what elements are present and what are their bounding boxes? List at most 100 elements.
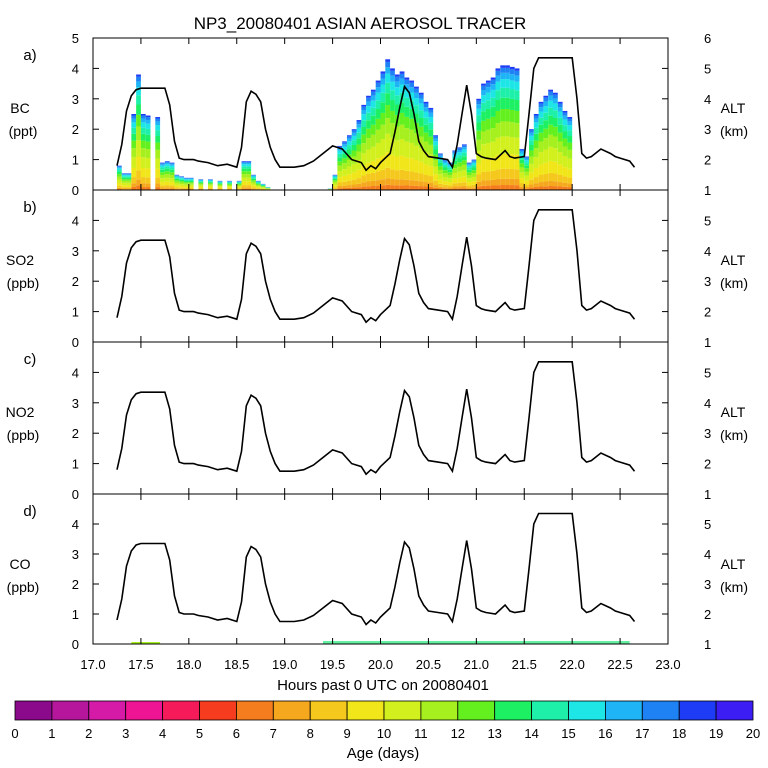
colorbar-tick-label: 9 [343, 726, 350, 741]
tracer-segment [418, 118, 424, 127]
tracer-segment [351, 140, 357, 146]
y-tick-label: 0 [72, 183, 79, 198]
tracer-segment [409, 185, 415, 190]
tracer-segment [543, 106, 549, 113]
tracer-segment [438, 174, 443, 180]
tracer-segment [385, 167, 391, 179]
colorbar-swatch [494, 700, 533, 721]
tracer-segment [390, 68, 395, 71]
tracer-segment [255, 187, 261, 189]
tracer-segment [126, 177, 132, 180]
tracer-segment [476, 130, 482, 140]
tracer-segment [471, 170, 477, 174]
tracer-segment [184, 182, 189, 184]
alt-tick-label: 3 [704, 122, 711, 137]
colorbar-tick-label: 5 [196, 726, 203, 741]
tracer-segment [174, 178, 180, 181]
alt-axis-unit: (km) [720, 123, 748, 139]
colorbar-swatch [531, 700, 569, 721]
tracer-segment [505, 65, 510, 68]
tracer-segment [394, 104, 400, 115]
tracer-segment [236, 182, 242, 184]
tracer-segment [145, 168, 151, 178]
tracer-segment [509, 89, 515, 99]
tracer-segment [509, 109, 515, 123]
tracer-segment [485, 180, 491, 186]
tracer-segment [126, 188, 132, 190]
tracer-segment [404, 106, 410, 117]
tracer-segment [567, 183, 573, 188]
chart-title: NP3_20080401 ASIAN AEROSOL TRACER [194, 14, 527, 33]
tracer-segment [452, 150, 458, 152]
tracer-segment [366, 106, 371, 113]
tracer-segment [567, 149, 573, 159]
tracer-segment [519, 156, 525, 160]
tracer-segment [131, 140, 137, 149]
tracer-segment [466, 164, 472, 166]
tracer-segment [131, 183, 137, 187]
tracer-segment [366, 181, 371, 187]
tracer-segment [447, 172, 453, 175]
tracer-segment [481, 180, 486, 186]
tracer-segment [428, 116, 434, 123]
tracer-segment [351, 187, 357, 190]
tracer-segment [131, 115, 137, 119]
tracer-segment [332, 178, 338, 181]
tracer-segment [423, 117, 429, 125]
colorbar-tick-label: 16 [598, 726, 612, 741]
tracer-segment [188, 179, 194, 181]
tracer-segment [375, 171, 381, 181]
tracer-segment [428, 186, 434, 190]
tracer-segment [557, 152, 563, 165]
tracer-segment [466, 187, 472, 189]
tracer-segment [184, 184, 189, 187]
tracer-segment [509, 80, 515, 90]
tracer-segment [562, 110, 568, 113]
tracer-segment [485, 129, 491, 143]
tracer-segment [442, 160, 448, 162]
tracer-segment [457, 186, 462, 189]
tracer-segment [241, 164, 247, 167]
tracer-segment [509, 185, 515, 190]
tracer-segment [505, 121, 510, 137]
tracer-segment [370, 100, 376, 108]
tracer-segment [361, 175, 367, 183]
tracer-segment [342, 158, 347, 164]
tracer-segment [145, 117, 151, 120]
y-axis-label: SO2 [6, 252, 34, 268]
tracer-segment [160, 167, 165, 170]
tracer-segment [557, 141, 563, 153]
tracer-segment [485, 109, 491, 119]
tracer-segment [466, 188, 472, 190]
tracer-segment [524, 156, 530, 158]
tracer-segment [346, 174, 352, 181]
tracer-segment [145, 141, 151, 150]
tracer-segment [160, 162, 165, 164]
tracer-segment [164, 162, 170, 165]
panel-tag: a) [23, 47, 36, 64]
tracer-segment [390, 70, 395, 76]
tracer-segment [490, 185, 496, 190]
colorbar-tick-label: 13 [487, 726, 501, 741]
tracer-segment [356, 121, 362, 125]
tracer-segment [164, 161, 170, 162]
tracer-segment [155, 121, 161, 126]
tracer-segment [375, 100, 381, 110]
tracer-segment [553, 94, 558, 99]
tracer-segment [370, 91, 376, 96]
y-tick-label: 0 [72, 487, 79, 502]
tracer-segment [121, 185, 127, 188]
tracer-segment [390, 75, 395, 82]
tracer-segment [145, 134, 151, 142]
tracer-segment [471, 173, 477, 177]
tracer-segment [399, 124, 405, 140]
tracer-segment [399, 155, 405, 170]
tracer-segment [399, 179, 405, 186]
tracer-segment [543, 181, 549, 187]
tracer-segment [140, 167, 146, 178]
tracer-segment [548, 172, 553, 181]
tracer-segment [514, 68, 520, 71]
tracer-segment [251, 185, 256, 188]
tracer-segment [126, 174, 132, 176]
tracer-segment [246, 168, 252, 172]
